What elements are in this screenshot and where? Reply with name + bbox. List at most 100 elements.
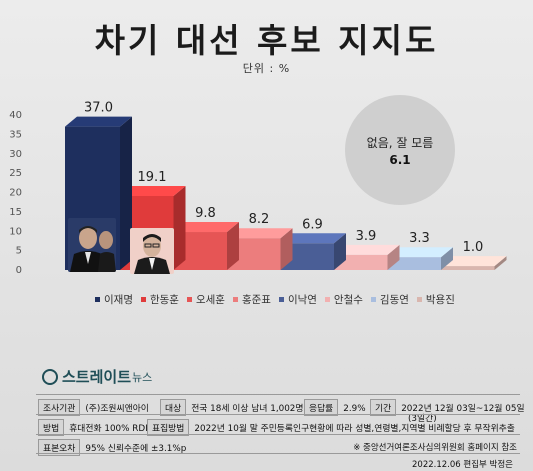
legend-swatch	[416, 297, 422, 302]
bar-top	[386, 247, 453, 258]
legend-swatch	[95, 297, 100, 302]
bar-top	[65, 116, 132, 127]
org-tag: 조사기관	[38, 399, 81, 416]
value-label: 8.2	[249, 212, 270, 227]
bar-top	[279, 233, 346, 244]
sampling-value: 2022년 10월 말 주민등록인구현황에 따라 성별,연령별,지역별 비례할당…	[194, 424, 515, 434]
legend-item: 이낙연	[278, 292, 317, 307]
value-label: 3.9	[356, 229, 377, 244]
bar-side	[280, 228, 293, 270]
bar-side	[387, 244, 400, 270]
y-tick-label: 40	[9, 110, 22, 121]
legend-swatch	[370, 297, 376, 302]
target-value: 전국 18세 이상 남녀 1,002명	[191, 404, 304, 414]
bar-top	[172, 222, 239, 233]
bar	[386, 257, 441, 270]
y-tick-label: 15	[9, 207, 22, 218]
brand-name: 스트레이트	[62, 368, 132, 386]
candidate-photo-1	[68, 218, 116, 272]
period-tag: 기간	[370, 399, 397, 416]
legend-item: 홍준표	[232, 292, 271, 307]
sampling-tag: 표집방법	[147, 419, 190, 436]
method-tag: 방법	[38, 419, 65, 436]
value-label: 1.0	[463, 240, 484, 255]
legend-item: 안철수	[324, 292, 363, 307]
info-divider	[36, 434, 520, 435]
info-divider	[36, 394, 520, 395]
no-answer-bubble: 없음, 잘 모름 6.1	[345, 95, 455, 205]
legend-swatch	[140, 297, 146, 302]
survey-row-3: 표본오차 95% 신뢰수준에 ±3.1%p	[38, 439, 186, 456]
y-tick-label: 0	[16, 265, 22, 276]
legend-label: 홍준표	[241, 294, 271, 306]
sampling-cell: 표집방법 2022년 10월 말 주민등록인구현황에 따라 성별,연령별,지역별 …	[147, 419, 515, 436]
legend-label: 이재명	[104, 294, 133, 306]
info-divider	[36, 414, 520, 415]
y-tick-label: 35	[9, 129, 22, 140]
legend-swatch	[232, 297, 238, 302]
survey-row-2: 방법 휴대전화 100% RDD방식	[38, 419, 168, 436]
legend-label: 이낙연	[287, 294, 317, 306]
bar	[332, 254, 388, 270]
candidate-photo-2	[130, 228, 174, 274]
target-cell: 대상 전국 18세 이상 남녀 1,002명	[160, 399, 304, 416]
y-tick-label: 30	[9, 149, 22, 160]
bar	[439, 266, 495, 270]
legend-label: 박용진	[425, 294, 455, 306]
target-tag: 대상	[160, 399, 187, 416]
no-answer-value: 6.1	[389, 152, 411, 167]
value-label: 19.1	[138, 170, 167, 185]
rate-cell: 응답률 2.9%	[304, 399, 366, 416]
bar-side	[227, 222, 239, 270]
legend-item: 한동훈	[140, 292, 179, 307]
legend-swatch	[278, 297, 284, 302]
error-value: 95% 신뢰수준에 ±3.1%p	[85, 444, 187, 454]
bar-top	[118, 185, 186, 196]
legend-label: 김동연	[379, 294, 409, 306]
period-value: 2022년 12월 03일~12월 05일	[401, 404, 525, 414]
logo-icon	[42, 368, 58, 385]
chart-title: 차기 대선 후보 지지도	[94, 21, 439, 60]
bar-top	[439, 256, 507, 267]
legend-swatch	[324, 297, 330, 302]
value-label: 37.0	[84, 101, 113, 116]
y-tick-label: 20	[9, 188, 22, 199]
error-tag: 표본오차	[38, 439, 81, 456]
bar-side	[173, 185, 186, 270]
legend-swatch	[186, 297, 192, 302]
info-divider	[36, 453, 520, 454]
legend-label: 오세훈	[195, 294, 225, 306]
bar-side	[494, 256, 507, 270]
chart-legend: 이재명 한동훈 오세훈 홍준표 이낙연 안철수 김동연 박용진	[95, 292, 463, 307]
legend-label: 안철수	[333, 294, 363, 306]
brand-logo: 스트레이트 뉴스	[42, 366, 152, 387]
survey-row-1: 조사기관 (주)조원씨앤아이	[38, 399, 149, 416]
org-value: (주)조원씨앤아이	[85, 404, 149, 414]
rate-tag: 응답률	[304, 399, 339, 416]
legend-label: 한동훈	[149, 294, 179, 306]
legend-item: 박용진	[416, 292, 455, 307]
legend-item: 이재명	[95, 292, 133, 307]
period-cell: 기간 2022년 12월 03일~12월 05일	[370, 399, 525, 416]
source-note: ※ 중앙선거여론조사심의위원회 홈페이지 참조	[353, 443, 517, 453]
bar-top	[332, 244, 400, 255]
legend-item: 오세훈	[186, 292, 225, 307]
unit-label: 단위 : %	[242, 62, 291, 75]
bar-side	[120, 116, 132, 270]
no-answer-label: 없음, 잘 모름	[366, 135, 434, 150]
bar-side	[334, 233, 346, 270]
legend-item: 김동연	[370, 292, 409, 307]
y-tick-label: 25	[9, 168, 22, 179]
method-value: 휴대전화 100% RDD방식	[69, 424, 169, 434]
value-label: 9.8	[195, 206, 216, 221]
bar-top	[225, 228, 293, 239]
period-days: (3일간)	[408, 414, 437, 424]
bar-side	[441, 247, 453, 270]
rate-value: 2.9%	[343, 404, 366, 414]
value-label: 3.3	[409, 231, 430, 246]
value-label: 6.9	[302, 217, 323, 232]
credit: 2022.12.06 편집부 박정은	[412, 460, 513, 470]
y-tick-label: 5	[16, 246, 22, 257]
brand-suffix: 뉴스	[132, 370, 153, 384]
